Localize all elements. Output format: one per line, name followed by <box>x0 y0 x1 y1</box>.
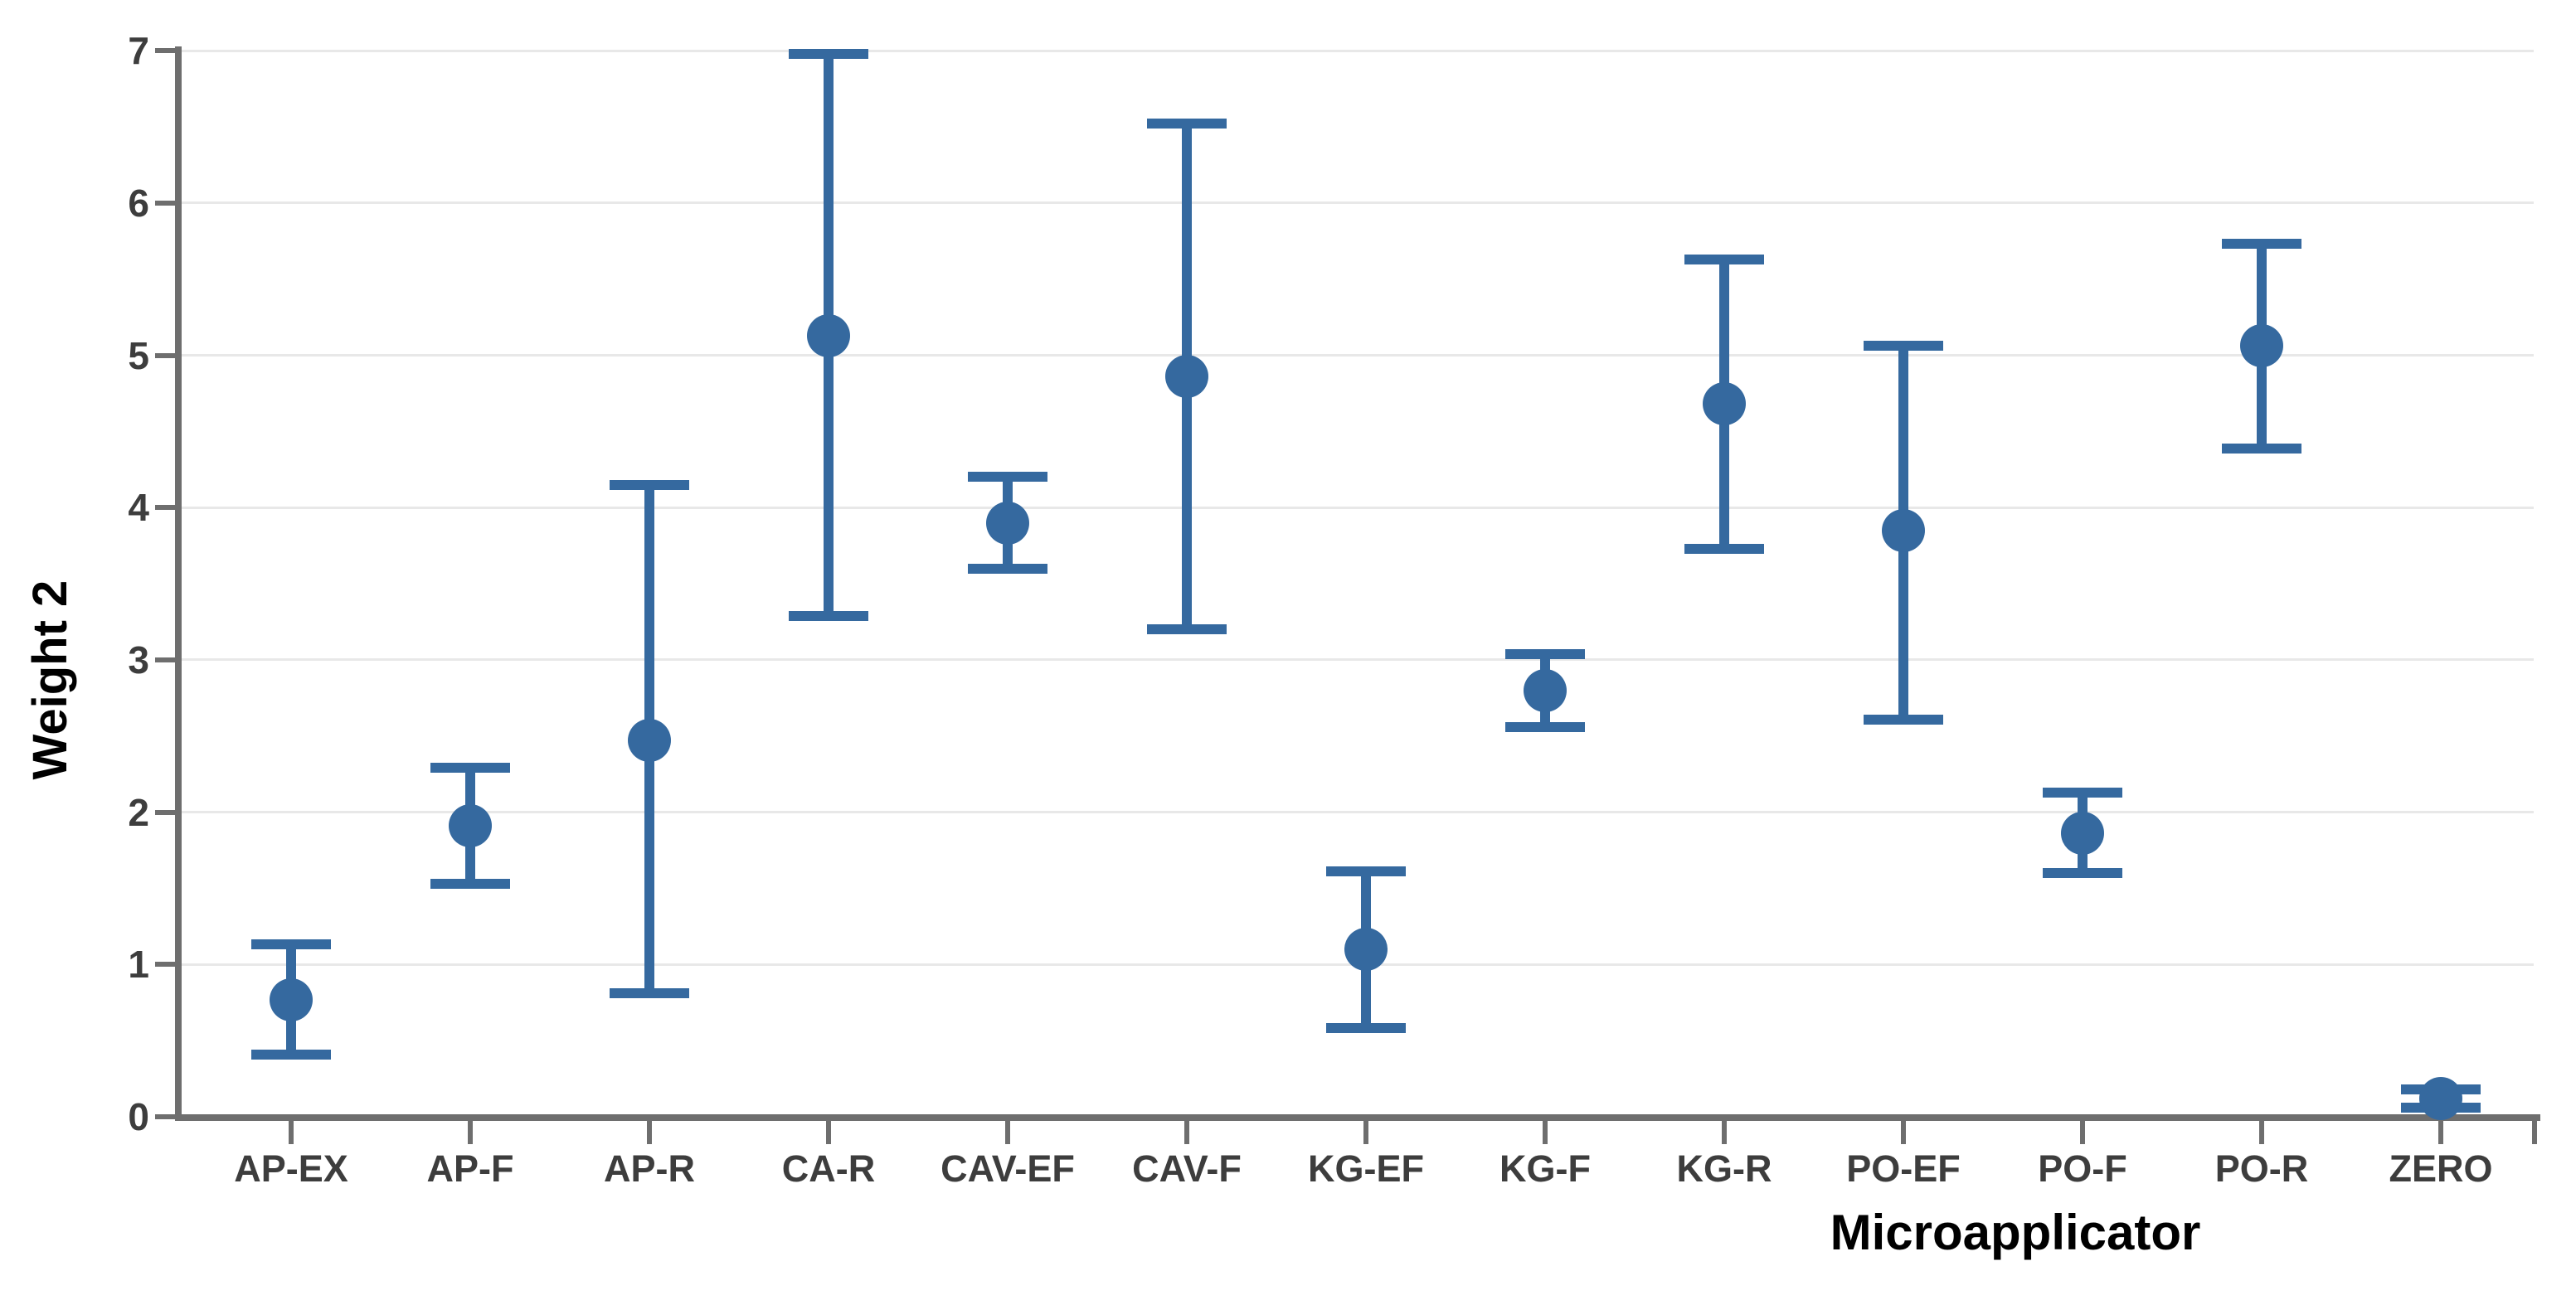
x-axis-tick <box>2259 1118 2264 1144</box>
gridline <box>182 506 2534 509</box>
error-bar-cap-top <box>789 48 868 59</box>
data-point-marker <box>628 719 671 763</box>
error-bar-cap-top <box>1864 341 1943 352</box>
y-tick-label: 4 <box>128 486 149 530</box>
error-bar-cap-bottom <box>1326 1023 1406 1034</box>
error-bar-cap-top <box>968 472 1047 483</box>
error-bar-cap-top <box>1684 254 1764 264</box>
error-bar-cap-bottom <box>2222 443 2301 454</box>
x-axis-tick <box>1184 1118 1189 1144</box>
y-axis-tick <box>155 962 180 968</box>
x-axis-tick <box>468 1118 473 1144</box>
error-bar-cap-bottom <box>1864 714 1943 725</box>
x-tick-label: KG-R <box>1676 1147 1772 1190</box>
x-tick-label: AP-F <box>426 1147 514 1190</box>
gridline <box>182 354 2534 357</box>
x-axis-tick <box>1005 1118 1010 1144</box>
error-bar-cap-top <box>2043 787 2122 798</box>
x-axis-tick <box>2438 1118 2443 1144</box>
error-bar-cap-top <box>430 763 510 774</box>
y-axis-title: Weight 2 <box>23 580 77 780</box>
data-point-marker <box>270 977 313 1021</box>
x-axis-end-tick <box>2532 1118 2537 1144</box>
error-bar-cap-bottom <box>1684 543 1764 554</box>
y-tick-label: 5 <box>128 333 149 377</box>
gridline <box>182 201 2534 205</box>
error-bar-cap-top <box>1326 866 1406 877</box>
error-bar-cap-bottom <box>251 1049 331 1060</box>
gridline <box>182 811 2534 814</box>
data-point-marker <box>1524 668 1567 712</box>
y-tick-label: 0 <box>128 1095 149 1138</box>
y-tick-label: 2 <box>128 790 149 834</box>
gridline <box>182 49 2534 52</box>
x-axis-title: Microapplicator <box>1830 1205 2201 1260</box>
gridline <box>182 658 2534 662</box>
x-tick-label: KG-F <box>1499 1147 1591 1190</box>
y-axis-tick <box>155 200 180 206</box>
x-tick-label: KG-EF <box>1308 1147 1424 1190</box>
y-axis-tick <box>155 352 180 358</box>
x-axis-tick <box>1363 1118 1368 1144</box>
error-bar-cap-bottom <box>968 563 1047 574</box>
x-tick-label: CAV-F <box>1132 1147 1242 1190</box>
y-axis-tick <box>155 809 180 815</box>
x-axis-tick <box>826 1118 831 1144</box>
y-tick-label: 1 <box>128 943 149 987</box>
x-axis-line <box>175 1114 2540 1121</box>
x-axis-tick <box>289 1118 294 1144</box>
y-axis-tick <box>155 1114 180 1119</box>
error-bar-cap-bottom <box>430 878 510 889</box>
x-tick-label: PO-EF <box>1846 1147 1961 1190</box>
error-bar-cap-top <box>1147 119 1227 129</box>
x-tick-label: PO-R <box>2214 1147 2309 1190</box>
data-point-marker <box>1882 508 1925 552</box>
error-bar-cap-bottom <box>2043 868 2122 879</box>
y-tick-label: 6 <box>128 181 149 225</box>
error-bar-cap-bottom <box>1505 721 1585 732</box>
x-tick-label: ZERO <box>2389 1147 2493 1190</box>
data-point-marker <box>986 501 1029 545</box>
y-axis-tick <box>155 505 180 511</box>
x-tick-label: CAV-EF <box>940 1147 1075 1190</box>
y-axis-tick <box>155 657 180 662</box>
error-bar-cap-bottom <box>1147 624 1227 635</box>
data-point-marker <box>2061 812 2104 856</box>
data-point-marker <box>2240 324 2283 368</box>
data-point-marker <box>2419 1076 2462 1120</box>
error-bar-cap-top <box>1505 648 1585 659</box>
x-tick-label: CA-R <box>781 1147 876 1190</box>
data-point-marker <box>1703 382 1746 426</box>
x-tick-label: PO-F <box>2038 1147 2127 1190</box>
x-tick-label: AP-R <box>604 1147 695 1190</box>
error-bar-cap-bottom <box>789 610 868 621</box>
x-axis-tick <box>1722 1118 1727 1144</box>
error-bar-cap-top <box>610 479 689 490</box>
y-tick-label: 3 <box>128 638 149 682</box>
error-bar-cap-bottom <box>610 988 689 999</box>
x-tick-label: AP-EX <box>234 1147 348 1190</box>
x-axis-tick <box>1901 1118 1906 1144</box>
x-axis-tick <box>647 1118 652 1144</box>
error-bar-cap-top <box>2222 239 2301 250</box>
data-point-marker <box>1165 355 1208 399</box>
x-axis-tick <box>1543 1118 1548 1144</box>
x-axis-tick <box>2080 1118 2085 1144</box>
y-axis-tick <box>155 48 180 54</box>
error-bar-cap-top <box>251 939 331 950</box>
data-point-marker <box>1344 927 1388 971</box>
y-tick-label: 7 <box>128 29 149 73</box>
data-point-marker <box>807 313 850 357</box>
y-axis-line <box>175 46 182 1121</box>
data-point-marker <box>449 804 492 848</box>
